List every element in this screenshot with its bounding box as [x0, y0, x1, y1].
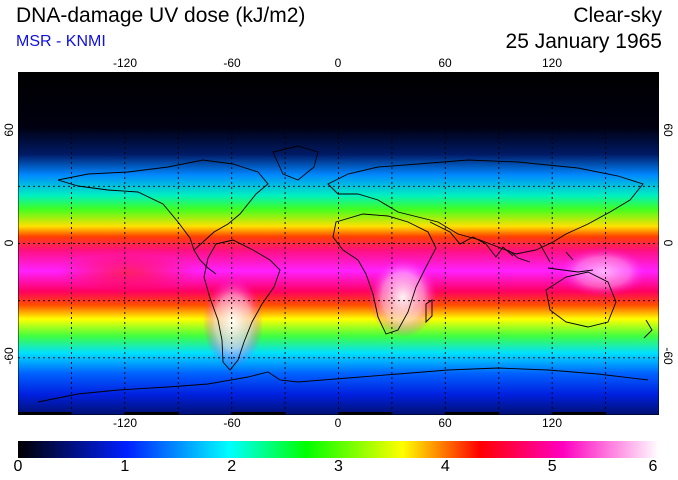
lat-tick-right: -60 [661, 347, 675, 365]
colorbar-label: 3 [334, 458, 343, 475]
lon-tick-bottom: 0 [334, 416, 342, 430]
lon-tick-bottom: 120 [541, 416, 563, 430]
central-america-coast [193, 249, 217, 275]
uv-dose-map [18, 72, 659, 415]
map-title: DNA-damage UV dose (kJ/m2) [16, 4, 306, 27]
indonesia-coast [507, 243, 594, 273]
arabia-india-coast [429, 221, 514, 258]
colorbar-label: 1 [120, 458, 130, 475]
lat-tick-right: 0 [661, 239, 675, 247]
lat-tick-right: 60 [661, 123, 675, 137]
lat-tick-left: 60 [2, 123, 16, 137]
lat-tick-left: -60 [2, 347, 16, 365]
africa-coast [332, 213, 437, 335]
lon-tick-bottom: -120 [112, 416, 138, 430]
australia-coast [545, 271, 617, 328]
greenland-coast [272, 145, 319, 181]
europe-asia-coast [327, 159, 644, 255]
lon-tick-top: 0 [334, 56, 342, 70]
graticule [18, 72, 659, 415]
southern-africa-high-dose [368, 257, 438, 337]
antarctica-coast [37, 367, 649, 403]
colorbar-label: 0 [13, 458, 23, 475]
colorbar-label: 6 [648, 458, 658, 475]
lon-tick-bottom: -60 [223, 416, 241, 430]
lon-tick-top: 60 [438, 56, 452, 70]
colorbar-label: 5 [547, 458, 557, 475]
new-zealand-coast [643, 319, 653, 339]
north-america-coast [57, 159, 269, 251]
colorbar [18, 441, 659, 458]
south-america-coast [203, 239, 281, 371]
colorbar-label: 4 [440, 458, 450, 475]
coastlines [37, 145, 653, 403]
lon-tick-bottom: 60 [438, 416, 452, 430]
australia-high-dose [558, 247, 648, 297]
south-america-high-dose [203, 277, 263, 367]
pacific-cloud-band [58, 254, 198, 290]
source-label: MSR - KNMI [16, 33, 106, 50]
madagascar-coast [425, 299, 433, 324]
lon-tick-top: -60 [223, 56, 241, 70]
lat-tick-left: 0 [2, 239, 16, 247]
lon-tick-top: -120 [112, 56, 138, 70]
colorbar-label: 2 [227, 458, 237, 475]
date-label: 25 January 1965 [505, 30, 662, 53]
sky-condition-label: Clear-sky [573, 4, 662, 27]
map-border [18, 72, 659, 415]
lon-tick-top: 120 [541, 56, 563, 70]
colorbar-gradient [18, 441, 659, 458]
